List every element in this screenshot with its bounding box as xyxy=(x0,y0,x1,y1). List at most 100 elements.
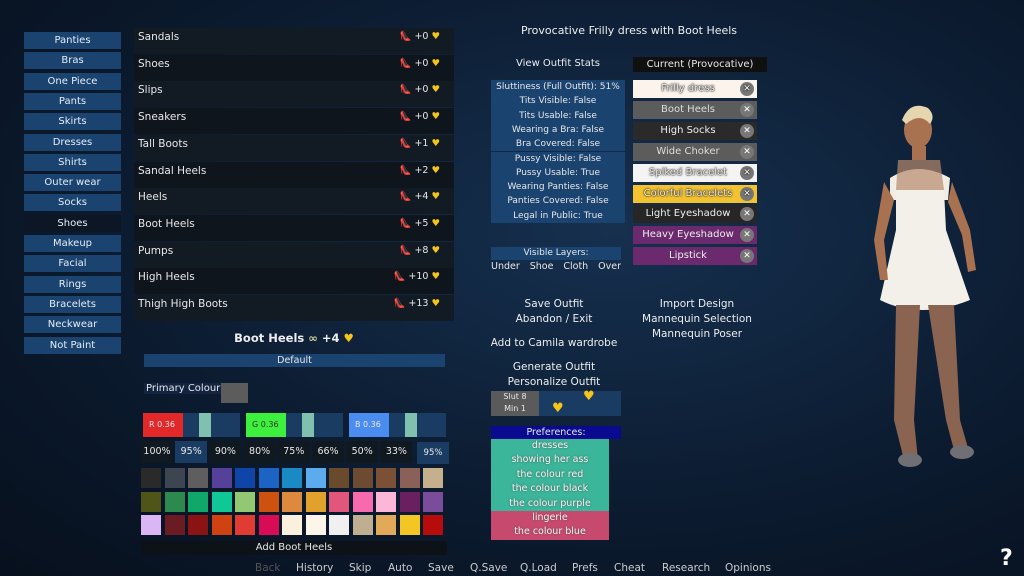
category-facial[interactable]: Facial xyxy=(24,255,121,273)
colour-swatch[interactable] xyxy=(423,468,443,488)
colour-swatch[interactable] xyxy=(399,468,420,488)
colour-swatch[interactable] xyxy=(329,491,349,512)
quick-menu-cheat[interactable]: Cheat xyxy=(614,562,645,574)
category-skirts[interactable]: Skirts xyxy=(24,113,121,131)
item-row[interactable]: Boot Heels 👠 +5 ♥ xyxy=(134,214,454,241)
item-row[interactable]: Sandals 👠 +0 ♥ xyxy=(134,28,454,54)
close-icon[interactable]: ✕ xyxy=(740,228,754,243)
item-row[interactable]: Sneakers 👠 +0 ♥ xyxy=(134,108,454,135)
colour-swatch[interactable] xyxy=(164,468,185,488)
heart-icon[interactable]: ♥ xyxy=(552,401,564,416)
slider-handle[interactable] xyxy=(199,413,211,437)
colour-swatch[interactable] xyxy=(235,468,255,488)
colour-swatch[interactable] xyxy=(141,468,161,488)
close-icon[interactable]: ✕ xyxy=(740,144,754,159)
item-row[interactable]: Thigh High Boots 👠 +13 ♥ xyxy=(134,295,454,321)
colour-swatch[interactable] xyxy=(399,491,420,512)
item-row[interactable]: Heels 👠 +4 ♥ xyxy=(134,188,454,215)
quick-menu-research[interactable]: Research xyxy=(662,562,711,574)
layer-toggle-under[interactable]: Under xyxy=(491,261,520,272)
layer-toggle-cloth[interactable]: Cloth xyxy=(563,261,589,272)
colour-swatch[interactable] xyxy=(352,515,373,536)
alpha-option[interactable]: 66% xyxy=(312,441,344,463)
category-bracelets[interactable]: Bracelets xyxy=(24,295,121,313)
quick-menu-save[interactable]: Save xyxy=(428,562,454,574)
close-icon[interactable]: ✕ xyxy=(740,207,754,222)
alpha-option[interactable]: 50% xyxy=(346,441,379,463)
slider-handle[interactable] xyxy=(405,413,417,437)
layer-toggle-shoe[interactable]: Shoe xyxy=(529,261,554,272)
category-not-paint[interactable]: Not Paint xyxy=(24,336,121,354)
colour-swatch[interactable] xyxy=(258,515,279,536)
heart-icon[interactable]: ♥ xyxy=(583,389,595,404)
primary-colour-swatch[interactable] xyxy=(221,383,248,403)
category-shirts[interactable]: Shirts xyxy=(24,153,121,171)
category-shoes[interactable]: Shoes xyxy=(24,214,121,232)
colour-swatch[interactable] xyxy=(164,515,185,536)
item-row[interactable]: High Heels 👠 +10 ♥ xyxy=(134,268,454,295)
colour-swatch[interactable] xyxy=(164,491,185,512)
category-dresses[interactable]: Dresses xyxy=(24,133,121,151)
colour-swatch[interactable] xyxy=(235,491,255,512)
quick-menu-skip[interactable]: Skip xyxy=(349,562,372,574)
green-slider[interactable]: G 0.36 xyxy=(246,413,343,437)
current-item[interactable]: Lipstick ✕ xyxy=(633,247,757,266)
quick-menu-prefs[interactable]: Prefs xyxy=(572,562,598,574)
colour-swatch[interactable] xyxy=(399,515,420,536)
abandon-exit-button[interactable]: Abandon / Exit xyxy=(515,313,593,325)
current-item[interactable]: Wide Choker ✕ xyxy=(633,142,757,161)
current-item[interactable]: Colorful Bracelets ✕ xyxy=(633,184,757,203)
colour-swatch[interactable] xyxy=(211,468,232,488)
colour-swatch[interactable] xyxy=(352,491,373,512)
item-row[interactable]: Tall Boots 👠 +1 ♥ xyxy=(134,134,454,161)
colour-swatch[interactable] xyxy=(423,491,443,512)
quick-menu-qsave[interactable]: Q.Save xyxy=(470,562,508,574)
colour-swatch[interactable] xyxy=(258,468,279,488)
preset-dropdown[interactable]: Default xyxy=(144,354,445,367)
colour-swatch[interactable] xyxy=(282,491,302,512)
colour-swatch[interactable] xyxy=(282,468,302,488)
alpha-option[interactable]: 80% xyxy=(243,441,276,463)
save-outfit-button[interactable]: Save Outfit xyxy=(524,298,584,310)
colour-swatch[interactable] xyxy=(258,491,279,512)
category-outer-wear[interactable]: Outer wear xyxy=(24,174,121,192)
colour-swatch[interactable] xyxy=(376,515,396,536)
alpha-option[interactable]: 90% xyxy=(209,441,242,463)
close-icon[interactable]: ✕ xyxy=(740,249,754,264)
colour-swatch[interactable] xyxy=(376,468,396,488)
item-row[interactable]: Sandal Heels 👠 +2 ♥ xyxy=(134,161,454,188)
quick-menu-auto[interactable]: Auto xyxy=(388,562,413,574)
colour-swatch[interactable] xyxy=(305,515,326,536)
colour-swatch[interactable] xyxy=(141,491,161,512)
close-icon[interactable]: ✕ xyxy=(740,186,754,201)
current-item[interactable]: High Socks ✕ xyxy=(633,121,757,140)
alpha-option[interactable]: 75% xyxy=(277,441,310,463)
quick-menu-qload[interactable]: Q.Load xyxy=(520,562,557,574)
mannequin-selection-button[interactable]: Mannequin Selection xyxy=(642,313,752,325)
alpha-option[interactable]: 33% xyxy=(380,441,413,463)
layer-toggle-over[interactable]: Over xyxy=(598,261,621,272)
item-row[interactable]: Shoes 👠 +0 ♥ xyxy=(134,54,454,81)
colour-swatch[interactable] xyxy=(188,491,208,512)
close-icon[interactable]: ✕ xyxy=(740,123,754,138)
colour-swatch[interactable] xyxy=(423,515,443,536)
close-icon[interactable]: ✕ xyxy=(740,82,754,96)
current-item[interactable]: Light Eyeshadow ✕ xyxy=(633,205,757,224)
alpha-option[interactable]: 95% xyxy=(175,441,208,463)
category-socks[interactable]: Socks xyxy=(24,194,121,212)
quick-menu-opinions[interactable]: Opinions xyxy=(725,562,771,574)
current-item[interactable]: Spiked Bracelet ✕ xyxy=(633,163,757,182)
category-pants[interactable]: Pants xyxy=(24,92,121,110)
category-makeup[interactable]: Makeup xyxy=(24,235,121,252)
colour-swatch[interactable] xyxy=(211,491,232,512)
alpha-input[interactable]: 95% xyxy=(417,442,449,464)
add-item-button[interactable]: Add Boot Heels xyxy=(141,541,447,555)
colour-swatch[interactable] xyxy=(141,515,161,536)
colour-swatch[interactable] xyxy=(305,491,326,512)
colour-swatch[interactable] xyxy=(305,468,326,488)
category-neckwear[interactable]: Neckwear xyxy=(24,316,121,334)
quick-menu-back[interactable]: Back xyxy=(255,562,281,574)
generate-outfit-button[interactable]: Generate Outfit xyxy=(512,361,596,373)
item-row[interactable]: Pumps 👠 +8 ♥ xyxy=(134,241,454,268)
category-bras[interactable]: Bras xyxy=(24,52,121,70)
